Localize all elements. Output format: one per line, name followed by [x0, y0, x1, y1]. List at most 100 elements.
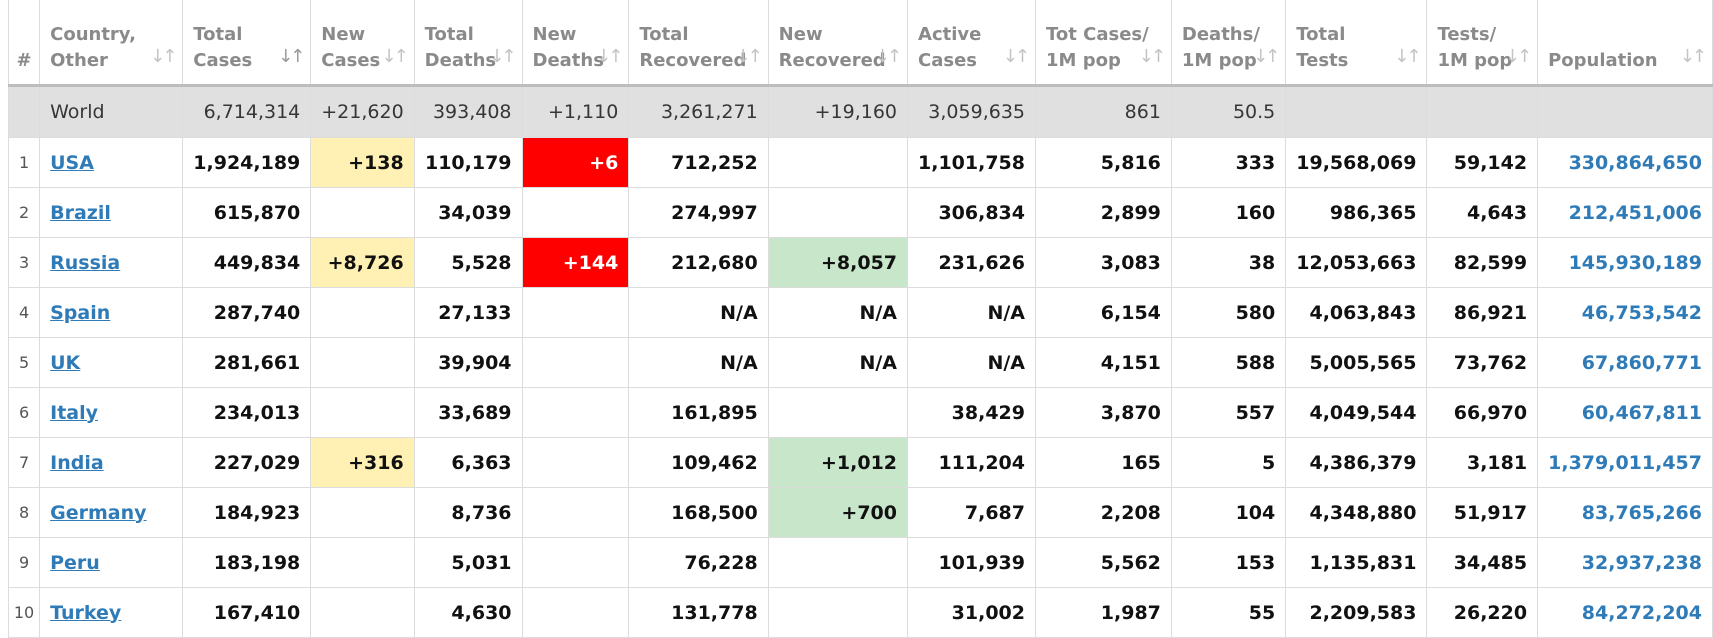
world-tests-per-1m — [1426, 85, 1539, 138]
column-header-10[interactable]: Deaths/1M pop ↓↑ — [1170, 0, 1287, 87]
total-deaths-cell: 6,363 — [413, 437, 523, 488]
column-header-12[interactable]: Tests/1M pop ↓↑ — [1426, 0, 1539, 87]
sort-arrows-icon[interactable]: ↓↑ — [489, 46, 516, 67]
cases-per-1m-cell: 4,151 — [1035, 337, 1172, 388]
tests-per-1m-cell: 26,220 — [1426, 587, 1539, 638]
new-recovered-cell: +8,057 — [767, 237, 909, 288]
total-deaths-cell: 27,133 — [413, 287, 523, 338]
total-cases-cell: 167,410 — [182, 587, 312, 638]
population-cell: 145,930,189 — [1537, 237, 1713, 288]
world-population — [1537, 85, 1713, 138]
table-row: 4 Spain 287,740 27,133 N/A N/A N/A 6,154 580 4,06… — [7, 287, 1713, 338]
sort-arrows-icon[interactable]: ↓↑ — [596, 46, 623, 67]
population-cell: 84,272,204 — [1537, 587, 1713, 638]
column-header-line1: Total — [424, 24, 474, 45]
column-header-line2: Deaths — [424, 50, 497, 71]
column-header-line1: Deaths/ — [1181, 24, 1260, 45]
row-index: 10 — [7, 587, 41, 638]
tests-per-1m-cell: 34,485 — [1426, 537, 1539, 588]
deaths-per-1m-cell: 55 — [1170, 587, 1287, 638]
sort-arrows-icon[interactable]: ↓↑ — [150, 46, 177, 67]
country-link[interactable]: UK — [50, 351, 81, 374]
new-deaths-cell — [521, 487, 630, 538]
sort-arrows-icon[interactable]: ↓↑ — [1679, 46, 1707, 67]
column-header-line2: Recovered — [639, 50, 747, 71]
country-cell: Peru — [39, 537, 184, 588]
sort-arrows-icon[interactable]: ↓↑ — [381, 46, 409, 67]
column-header-line2: Deaths — [532, 50, 604, 71]
country-link[interactable]: Turkey — [50, 601, 122, 624]
country-link[interactable]: Italy — [50, 401, 98, 424]
new-cases-cell — [310, 537, 415, 588]
new-recovered-cell: N/A — [767, 287, 909, 338]
column-header-1[interactable]: Country, Other ↓↑ — [39, 0, 184, 87]
tests-per-1m-cell: 59,142 — [1426, 137, 1539, 188]
tests-per-1m-cell: 3,181 — [1426, 437, 1539, 488]
total-deaths-cell: 34,039 — [413, 187, 523, 238]
total-cases-cell: 183,198 — [182, 537, 312, 588]
cases-per-1m-cell: 2,208 — [1035, 487, 1172, 538]
total-tests-cell: 986,365 — [1285, 187, 1428, 238]
column-header-line2: Cases — [918, 50, 978, 71]
tests-per-1m-cell: 82,599 — [1426, 237, 1539, 288]
cases-per-1m-cell: 3,083 — [1035, 237, 1172, 288]
country-link[interactable]: USA — [50, 151, 94, 174]
country-cell: Russia — [39, 237, 184, 288]
sort-arrows-icon[interactable]: ↓↑ — [1504, 46, 1532, 67]
country-link[interactable]: Brazil — [50, 201, 111, 224]
active-cases-cell: 31,002 — [907, 587, 1036, 638]
total-recovered-cell: 712,252 — [628, 137, 769, 188]
column-header-9[interactable]: Tot Cases/1M pop ↓↑ — [1035, 0, 1172, 87]
new-cases-cell: +138 — [310, 137, 415, 188]
new-cases-cell: +8,726 — [310, 237, 415, 288]
column-header-7[interactable]: New Recovered ↓↑ — [767, 0, 909, 87]
sort-arrows-icon[interactable]: ↓↑ — [735, 46, 763, 67]
column-header-line2: Other — [50, 50, 108, 71]
covid-stats-table-wrapper: # Country, Other ↓↑ Total Cases ↓↑ New Cases ↓↑ To… — [7, 0, 1713, 638]
population-cell: 32,937,238 — [1537, 537, 1713, 588]
column-header-line2: 1M pop — [1046, 50, 1121, 71]
row-index: 8 — [7, 487, 41, 538]
sort-arrows-icon[interactable]: ↓↑ — [1002, 46, 1030, 67]
column-header-5[interactable]: New Deaths ↓↑ — [521, 0, 630, 87]
sort-arrows-icon[interactable]: ↓↑ — [278, 46, 305, 67]
sort-arrows-icon[interactable]: ↓↑ — [1138, 46, 1166, 67]
sort-arrows-icon[interactable]: ↓↑ — [874, 46, 902, 67]
row-index: 5 — [7, 337, 41, 388]
column-header-4[interactable]: Total Deaths ↓↑ — [413, 0, 523, 87]
new-deaths-cell — [521, 337, 630, 388]
country-link[interactable]: Peru — [50, 551, 100, 574]
total-tests-cell: 12,053,663 — [1285, 237, 1428, 288]
deaths-per-1m-cell: 5 — [1170, 437, 1287, 488]
column-header-2[interactable]: Total Cases ↓↑ — [182, 0, 312, 87]
row-index: 3 — [7, 237, 41, 288]
column-header-3[interactable]: New Cases ↓↑ — [310, 0, 415, 87]
column-header-11[interactable]: Total Tests ↓↑ — [1285, 0, 1428, 87]
world-new-deaths: +1,110 — [521, 85, 630, 138]
total-recovered-cell: 109,462 — [628, 437, 769, 488]
cases-per-1m-cell: 5,562 — [1035, 537, 1172, 588]
total-tests-cell: 19,568,069 — [1285, 137, 1428, 188]
sort-arrows-icon[interactable]: ↓↑ — [1253, 46, 1280, 67]
population-cell: 83,765,266 — [1537, 487, 1713, 538]
deaths-per-1m-cell: 160 — [1170, 187, 1287, 238]
country-link[interactable]: Germany — [50, 501, 147, 524]
country-link[interactable]: India — [50, 451, 104, 474]
total-tests-cell: 1,135,831 — [1285, 537, 1428, 588]
sort-arrows-icon[interactable]: ↓↑ — [1394, 46, 1421, 67]
world-index-cell — [7, 85, 41, 138]
deaths-per-1m-cell: 588 — [1170, 337, 1287, 388]
column-header-8[interactable]: Active Cases ↓↑ — [907, 0, 1036, 87]
country-link[interactable]: Spain — [50, 301, 111, 324]
deaths-per-1m-cell: 333 — [1170, 137, 1287, 188]
table-row: 3 Russia 449,834 +8,726 5,528 +144 212,680 +8,0… — [7, 237, 1713, 288]
deaths-per-1m-cell: 38 — [1170, 237, 1287, 288]
country-link[interactable]: Russia — [50, 251, 121, 274]
table-row: 1 USA 1,924,189 +138 110,179 +6 712,252 1,101,7… — [7, 137, 1713, 188]
column-header-13[interactable]: Population ↓↑ — [1537, 0, 1713, 87]
total-tests-cell: 4,386,379 — [1285, 437, 1428, 488]
column-header-line1: # — [16, 50, 32, 71]
column-header-6[interactable]: Total Recovered ↓↑ — [628, 0, 769, 87]
row-index: 4 — [7, 287, 41, 338]
column-header-line1: Total — [193, 24, 243, 45]
